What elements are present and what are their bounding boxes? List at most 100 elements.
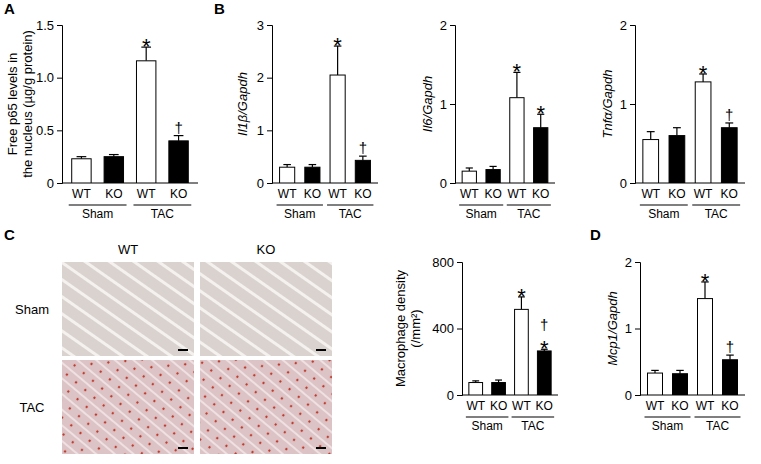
column-label: KO	[257, 242, 276, 257]
group-label: TAC	[705, 207, 728, 221]
bar	[534, 128, 548, 183]
y-tick-label: 400	[432, 321, 454, 336]
y-axis-line	[630, 26, 636, 184]
y-tick-label: 1.5	[36, 18, 54, 33]
x-tick: KO	[354, 183, 371, 201]
x-tick: KO	[105, 183, 122, 201]
panel-label: A	[4, 0, 15, 17]
x-tick-label: KO	[105, 187, 122, 201]
y-tick: 0	[447, 388, 462, 403]
error-bar	[729, 355, 730, 360]
y-tick-mark	[267, 25, 272, 26]
y-axis-title-line: Macrophage density	[393, 269, 408, 387]
bar	[510, 98, 524, 183]
x-tick: KO	[490, 395, 507, 413]
plot-area	[72, 47, 189, 183]
x-tick: KO	[170, 183, 187, 201]
plot-area	[280, 46, 371, 183]
significance: *	[699, 61, 708, 86]
x-tick-label: KO	[671, 399, 688, 413]
x-tick: KO	[721, 395, 738, 413]
significance: *	[142, 34, 151, 59]
y-axis-title-line: (/mm²)	[408, 309, 423, 347]
x-tick-label: KO	[668, 187, 685, 201]
error-bar	[362, 156, 363, 160]
y-axis-title: Tnfα/Gapdh	[600, 70, 615, 139]
significance: *	[333, 33, 342, 58]
y-tick-mark	[450, 25, 455, 26]
group-line	[695, 416, 741, 417]
plot-area	[462, 72, 548, 183]
x-axis: WTKOWTKO	[462, 395, 558, 413]
significance: †	[359, 139, 367, 156]
figure: ABCDWTKOShamTAC00.51.01.5WTKOWTKOShamTAC…	[0, 0, 761, 464]
chart: 012WTKOWTKOShamTACMcp1/Gapdh*†	[605, 255, 745, 433]
micrograph	[200, 262, 332, 356]
group-line	[69, 204, 127, 205]
x-tick: WT	[508, 183, 527, 201]
y-tick: 3	[257, 18, 272, 33]
y-axis-title-line: Il6/Gapdh	[420, 76, 435, 132]
panel-label: B	[214, 0, 225, 17]
significance: *	[517, 284, 526, 309]
group-line	[466, 416, 509, 417]
x-tick: WT	[460, 183, 479, 201]
group-line	[327, 204, 373, 205]
group-label: Sham	[82, 207, 113, 221]
x-axis: WTKOWTKO	[635, 183, 745, 201]
y-tick: 0	[625, 388, 640, 403]
y-tick-label: 0	[620, 176, 627, 191]
micrograph	[200, 360, 332, 454]
x-tick: KO	[671, 395, 688, 413]
bar	[330, 75, 345, 183]
y-tick-label: 0	[625, 388, 632, 403]
plot-area	[648, 282, 738, 395]
x-axis: WTKOWTKO	[455, 183, 555, 201]
y-axis: 012	[625, 255, 641, 403]
chart: 00.51.01.5WTKOWTKOShamTACFree p65 levels…	[5, 18, 199, 221]
x-axis: WT KO WT KO	[62, 183, 198, 201]
y-tick-mark	[457, 329, 462, 330]
x-tick-label: KO	[721, 399, 738, 413]
x-tick: WT	[72, 183, 91, 201]
y-tick-label: 1	[440, 97, 447, 112]
y-axis-title: Macrophage density(/mm²)	[393, 269, 423, 387]
bar	[72, 159, 91, 183]
group-label: TAC	[706, 419, 729, 433]
y-tick-mark	[457, 262, 462, 263]
error-bar	[676, 128, 677, 136]
error-cap	[109, 154, 119, 155]
x-tick-label: WT	[137, 187, 156, 201]
scale-bar	[316, 447, 326, 449]
significance: †	[726, 338, 734, 355]
bar	[673, 374, 688, 395]
chart: 012WTKOWTKOShamTACIl6/Gapdh**	[420, 18, 555, 221]
bar	[721, 128, 737, 183]
x-tick: KO	[532, 183, 549, 201]
x-tick: KO	[304, 183, 321, 201]
x-tick-label: KO	[490, 399, 507, 413]
bar	[136, 61, 155, 183]
error-cap	[309, 164, 317, 165]
y-tick-mark	[630, 183, 635, 184]
chart: 0123WTKOWTKOShamTACIl1β/Gapdh*†	[235, 18, 378, 221]
x-axis: WTKOWTKO	[272, 183, 378, 201]
y-tick-mark	[267, 130, 272, 131]
y-tick: 0	[620, 176, 635, 191]
x-tick: WT	[466, 395, 485, 413]
y-tick-label: 2	[620, 18, 627, 33]
panel-label: D	[590, 226, 601, 243]
x-tick: WT	[512, 395, 531, 413]
y-tick: 0.5	[36, 123, 62, 138]
significance: †	[540, 316, 548, 333]
error-cap	[673, 127, 681, 128]
bar	[355, 160, 370, 183]
x-tick-label: WT	[694, 187, 713, 201]
significance: *	[540, 336, 549, 361]
y-tick: 1	[625, 321, 640, 336]
y-tick: 800	[432, 255, 462, 270]
x-tick-label: WT	[278, 187, 297, 201]
column-label: WT	[118, 242, 138, 257]
x-tick-label: KO	[721, 187, 738, 201]
y-axis: 00.51.01.5	[36, 18, 63, 191]
